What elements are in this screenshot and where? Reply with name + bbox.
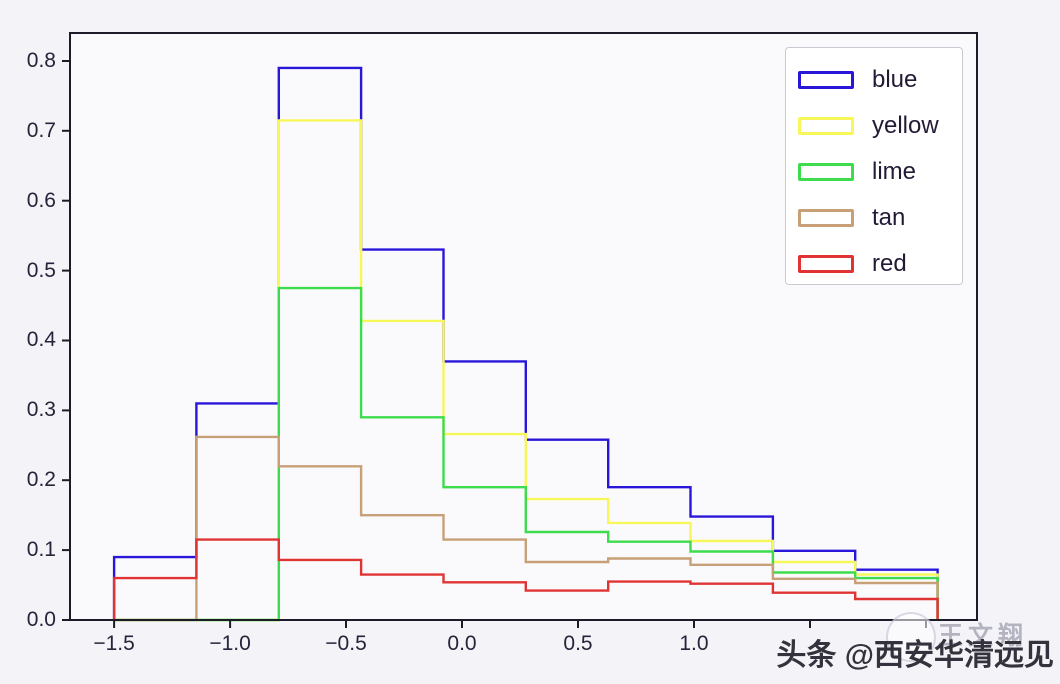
- y-tick-label: 0.3: [26, 398, 56, 422]
- legend-label: red: [872, 250, 907, 277]
- legend-item-tan: tan: [798, 195, 962, 241]
- y-tick-label: 0.1: [26, 538, 56, 562]
- x-tick-label: −1.5: [93, 632, 135, 655]
- y-tick-label: 0.5: [26, 258, 56, 282]
- watermark-text: 头条 @西安华清远见: [776, 639, 1054, 672]
- x-tick-label: −0.5: [325, 632, 367, 655]
- legend: blue yellow lime tan red: [785, 47, 963, 285]
- legend-swatch-yellow: [798, 117, 854, 135]
- series-blue: [112, 66, 939, 620]
- y-tick-label: 0.7: [26, 118, 56, 142]
- legend-swatch-lime: [798, 163, 854, 181]
- series-lime: [114, 286, 939, 622]
- legend-item-lime: lime: [798, 149, 962, 195]
- y-tick-label: 0.4: [26, 328, 56, 352]
- legend-label: lime: [872, 158, 917, 185]
- y-tick-label: 0.0: [26, 608, 56, 631]
- legend-item-yellow: yellow: [798, 103, 962, 149]
- x-tick-label: −1.0: [209, 632, 251, 655]
- axes-spines: [69, 32, 978, 621]
- legend-swatch-tan: [798, 209, 854, 227]
- series-yellow: [114, 119, 939, 622]
- legend-label: blue: [872, 66, 918, 93]
- y-tick-label: 0.2: [26, 468, 56, 492]
- y-tick-label: 0.8: [26, 48, 56, 72]
- x-tick-label: 0.0: [447, 632, 477, 655]
- y-tick-label: 0.6: [26, 188, 56, 212]
- x-tick-label: 1.0: [679, 632, 709, 655]
- x-tick-label: 0.5: [563, 632, 593, 655]
- series-red: [112, 538, 939, 620]
- series-tan: [114, 435, 939, 622]
- legend-label: yellow: [872, 112, 939, 139]
- watermark-stamp-circle: [886, 612, 936, 662]
- legend-swatch-blue: [798, 71, 854, 89]
- legend-swatch-red: [798, 255, 854, 273]
- watermark-faint-text: 王文翔: [938, 622, 1029, 650]
- legend-item-red: red: [798, 241, 962, 287]
- legend-label: tan: [872, 204, 906, 231]
- legend-item-blue: blue: [798, 57, 962, 103]
